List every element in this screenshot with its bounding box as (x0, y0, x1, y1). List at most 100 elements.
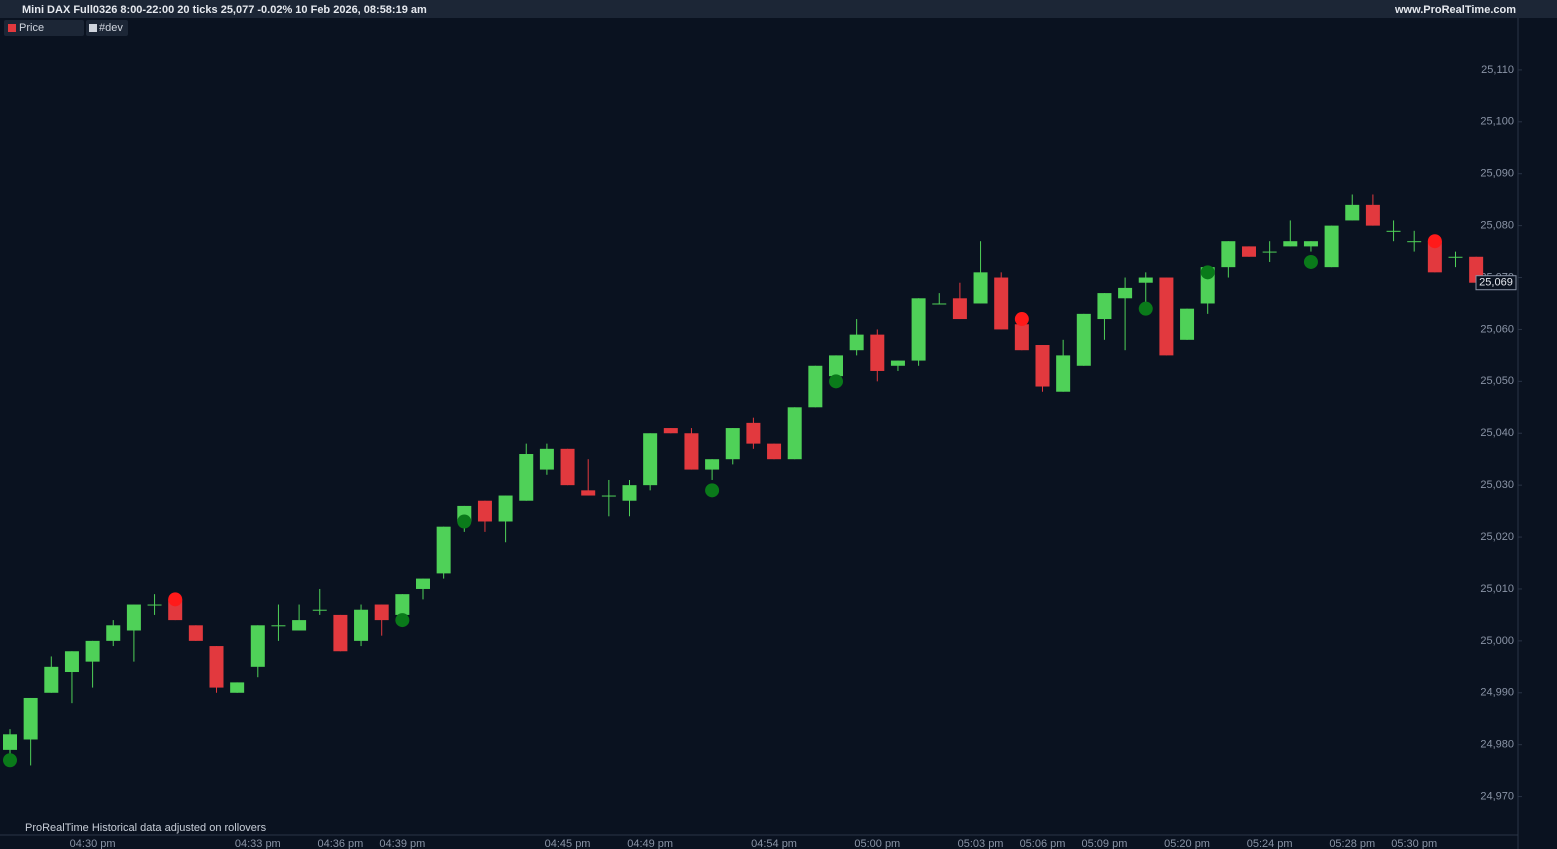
y-tick-label: 25,100 (1480, 116, 1514, 128)
candle-body (374, 604, 389, 621)
last-price-box (1475, 275, 1517, 291)
x-tick-label: 04:30 pm (70, 838, 116, 849)
signal-dot (1427, 234, 1442, 249)
candle-body (1283, 241, 1298, 247)
candle-body (829, 355, 843, 377)
candle-body (1076, 313, 1091, 366)
candle-body (519, 454, 534, 501)
candle-body (705, 459, 720, 470)
candle-body (725, 428, 740, 460)
candle-body (1303, 241, 1318, 247)
candle-body (3, 734, 17, 750)
candle-body (663, 428, 678, 434)
dev-icon (89, 24, 97, 32)
y-tick-label: 24,980 (1480, 739, 1514, 751)
y-tick-label: 24,970 (1480, 790, 1514, 802)
y-tick-label: 24,990 (1480, 687, 1514, 699)
x-tick-label: 04:39 pm (379, 838, 425, 849)
candle-body (230, 682, 245, 693)
price-icon (8, 24, 16, 32)
last-price-label: 25,069 (1479, 277, 1513, 289)
candle-body (416, 578, 430, 589)
title-bar (0, 0, 1557, 18)
x-tick-label: 05:00 pm (854, 838, 900, 849)
candle-body (1221, 241, 1236, 268)
candle-body (1365, 204, 1380, 226)
candle-body (601, 495, 616, 497)
candle-body (23, 697, 38, 740)
candle-body (787, 407, 802, 460)
candle-body (44, 666, 59, 693)
candle-body (932, 303, 947, 305)
candle-body (684, 433, 699, 470)
signal-dot (1200, 265, 1215, 280)
tab-label[interactable]: Price (19, 22, 44, 34)
candle-body (1056, 355, 1071, 392)
signal-dot (457, 514, 472, 529)
signal-dot (3, 753, 17, 768)
y-tick-label: 25,110 (1481, 64, 1514, 76)
candle-body (890, 360, 905, 366)
x-tick-label: 04:54 pm (751, 838, 797, 849)
y-tick-label: 25,000 (1480, 635, 1514, 647)
x-tick-label: 04:33 pm (235, 838, 281, 849)
signal-dot (829, 374, 843, 389)
candle-body (767, 443, 782, 460)
candle-body (209, 646, 224, 688)
candle-body (1345, 204, 1360, 221)
x-tick-label: 05:20 pm (1164, 838, 1210, 849)
signal-dot (1303, 254, 1318, 269)
signal-dot (1138, 301, 1153, 316)
candle-body (952, 298, 967, 320)
candle-body (1386, 230, 1401, 232)
candle-body (746, 422, 761, 444)
candle-body (1138, 277, 1153, 283)
footer-note: ProRealTime Historical data adjusted on … (25, 822, 267, 834)
candle-body (312, 609, 327, 611)
candle-body (147, 604, 162, 606)
candle-body (643, 433, 658, 486)
chart-title: Mini DAX Full0326 8:00-22:00 20 ticks 25… (22, 4, 427, 16)
candle-body (250, 625, 265, 667)
candle-body (581, 490, 596, 496)
site-label: www.ProRealTime.com (1394, 4, 1516, 16)
candle-body (870, 334, 885, 371)
candle-body (1407, 241, 1422, 243)
candle-body (1159, 277, 1174, 356)
candle-body (271, 625, 286, 627)
price-tab[interactable] (4, 20, 84, 36)
candle-body (1427, 241, 1442, 273)
x-tick-label: 04:45 pm (545, 838, 591, 849)
candle-body (808, 365, 823, 408)
candle-body (498, 495, 513, 522)
candle-body (477, 500, 492, 522)
x-tick-label: 05:06 pm (1020, 838, 1066, 849)
candle-body (1242, 246, 1256, 257)
candle-body (106, 625, 121, 641)
candle-body (1035, 345, 1050, 387)
signal-dot (1014, 312, 1029, 327)
tab-label[interactable]: #dev (99, 22, 123, 34)
x-tick-label: 05:03 pm (958, 838, 1004, 849)
x-tick-label: 05:30 pm (1391, 838, 1437, 849)
candle-body (1097, 293, 1112, 320)
candle-body (1118, 287, 1133, 299)
candle-body (849, 334, 864, 351)
y-tick-label: 25,090 (1480, 168, 1514, 180)
x-tick-label: 04:36 pm (317, 838, 363, 849)
candle-body (354, 609, 369, 641)
x-tick-label: 05:24 pm (1247, 838, 1293, 849)
y-tick-label: 25,060 (1480, 323, 1514, 335)
candle-body (436, 526, 451, 574)
y-tick-label: 25,030 (1480, 479, 1514, 491)
candle-body (395, 594, 410, 615)
candle-body (1262, 251, 1277, 253)
candle-body (1180, 308, 1195, 340)
candle-body (1324, 225, 1339, 268)
y-tick-label: 25,040 (1480, 427, 1514, 439)
candle-body (188, 625, 203, 641)
y-tick-label: 25,010 (1480, 583, 1514, 595)
